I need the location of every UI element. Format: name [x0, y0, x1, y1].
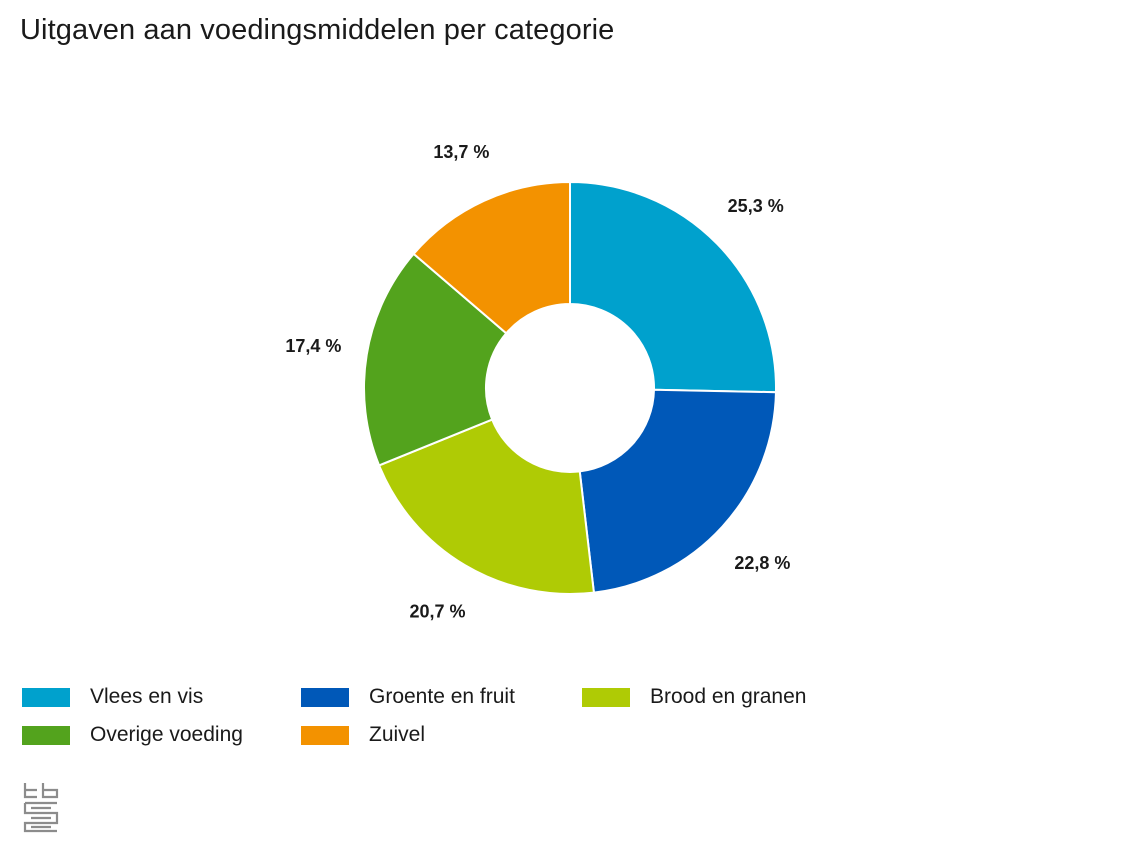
- donut-slice-brood-en-granen[interactable]: [377, 418, 596, 595]
- slice-value-label: 17,4 %: [285, 336, 341, 356]
- cbs-logo-icon: [23, 783, 59, 833]
- chart-title: Uitgaven aan voedingsmiddelen per catego…: [20, 14, 615, 46]
- legend-label: Groente en fruit: [369, 685, 515, 708]
- donut-slices: [363, 180, 777, 595]
- legend-label: Overige voeding: [90, 723, 243, 746]
- slice-value-label: 13,7 %: [433, 142, 489, 162]
- legend-item-overige-voeding[interactable]: Overige voeding: [22, 720, 243, 750]
- donut-slice-zuivel[interactable]: [412, 180, 571, 335]
- legend-swatch: [301, 687, 349, 707]
- slice-value-label: 25,3 %: [728, 196, 784, 216]
- legend-swatch: [301, 725, 349, 745]
- donut-slice-groente-en-fruit[interactable]: [578, 388, 777, 594]
- donut-chart: 25,3 % 22,8 % 20,7 % 17,4 % 13,7 %: [285, 142, 790, 622]
- donut-slice-overige-voeding[interactable]: [363, 252, 508, 467]
- slice-value-label: 20,7 %: [409, 602, 465, 622]
- legend-label: Vlees en vis: [90, 685, 204, 708]
- legend-label: Brood en granen: [650, 685, 807, 708]
- legend-swatch: [22, 725, 70, 745]
- legend-item-groente-en-fruit[interactable]: Groente en fruit: [301, 682, 515, 712]
- legend-label: Zuivel: [369, 723, 426, 746]
- legend-swatch: [22, 687, 70, 707]
- legend-item-brood-en-granen[interactable]: Brood en granen: [582, 682, 806, 712]
- donut-slice-vlees-en-vis[interactable]: [569, 180, 777, 394]
- slice-value-label: 22,8 %: [734, 553, 790, 573]
- legend-swatch: [582, 687, 630, 707]
- legend-item-vlees-en-vis[interactable]: Vlees en vis: [22, 682, 203, 712]
- legend-item-zuivel[interactable]: Zuivel: [301, 720, 425, 750]
- slice-labels: 25,3 % 22,8 % 20,7 % 17,4 % 13,7 %: [285, 142, 790, 622]
